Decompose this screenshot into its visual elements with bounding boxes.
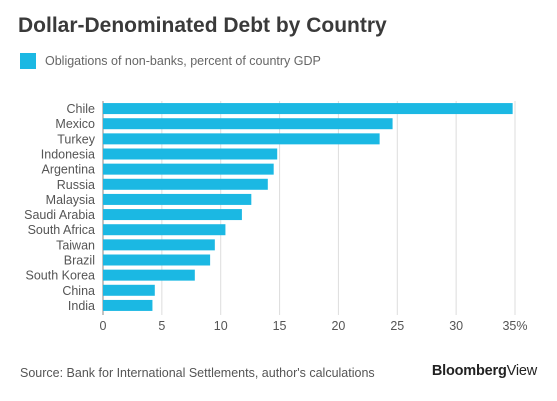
legend-swatch (20, 53, 36, 69)
bar (103, 193, 252, 205)
brand-logo-bold: Bloomberg (431, 363, 507, 379)
category-label: Malaysia (46, 193, 95, 207)
category-label: Indonesia (41, 148, 95, 162)
category-label: India (68, 299, 95, 313)
category-label: Brazil (64, 254, 95, 268)
bar (103, 118, 393, 130)
category-label: South Africa (28, 223, 95, 237)
category-label: Turkey (57, 132, 95, 146)
category-label: Taiwan (56, 238, 95, 252)
bar (103, 133, 380, 145)
category-label: Russia (57, 178, 95, 192)
bar (103, 269, 195, 281)
category-label: Saudi Arabia (24, 208, 95, 222)
bar (103, 224, 226, 236)
bar (103, 284, 155, 296)
bar (103, 178, 268, 190)
category-label: Mexico (55, 117, 95, 131)
chart-title: Dollar-Denominated Debt by Country (18, 14, 387, 37)
grid-lines (102, 101, 516, 315)
bar (103, 103, 513, 115)
x-tick-label: 10 (214, 319, 228, 333)
bar (103, 299, 153, 311)
category-label: Argentina (41, 163, 95, 177)
brand-logo: BloombergView (432, 363, 537, 379)
x-tick-label: 30 (449, 319, 463, 333)
category-label: Chile (67, 102, 96, 116)
bar (103, 239, 215, 251)
x-tick-label: 0 (100, 319, 107, 333)
x-tick-label: 35% (502, 319, 527, 333)
bar (103, 148, 278, 160)
category-label: South Korea (26, 269, 96, 283)
x-tick-label: 5 (158, 319, 165, 333)
x-tick-label: 25 (390, 319, 404, 333)
source-note: Source: Bank for International Settlemen… (20, 366, 375, 380)
legend: Obligations of non-banks, percent of cou… (20, 53, 321, 69)
bar (103, 254, 211, 266)
bar (103, 209, 242, 221)
bars (103, 103, 513, 311)
brand-logo-light: View (506, 363, 538, 379)
legend-label: Obligations of non-banks, percent of cou… (45, 54, 321, 68)
x-tick-label: 15 (273, 319, 287, 333)
bar (103, 163, 274, 175)
category-label: China (62, 284, 95, 298)
x-tick-label: 20 (331, 319, 345, 333)
x-tick-labels: 0 5 10 15 20 25 30 35% (100, 319, 528, 333)
